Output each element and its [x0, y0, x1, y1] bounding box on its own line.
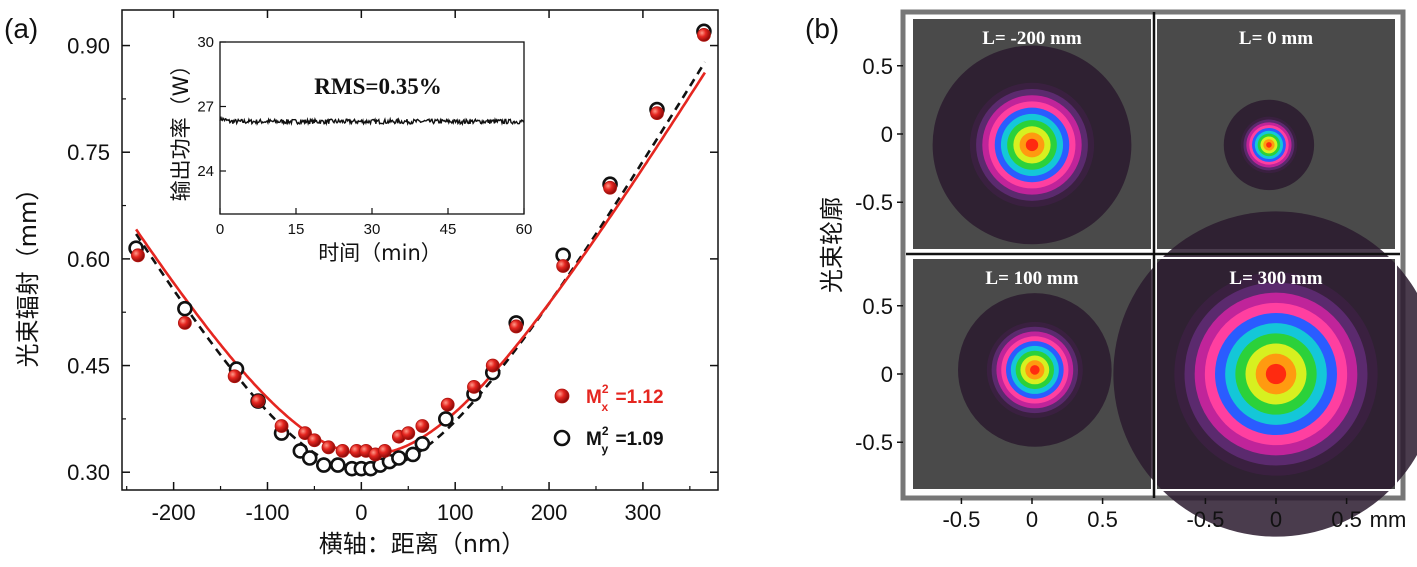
beam-x-unit: mm	[1370, 507, 1407, 532]
beam-profile-image: L= 300 mm	[1113, 211, 1417, 537]
y-tick-label: 0.30	[67, 460, 110, 485]
inset-power-trace	[219, 116, 525, 127]
inset-power-plot: 0 15 30 45 60 24 27 30 RMS=0.35% 时间（min） 输出功率（W）	[169, 34, 532, 265]
inset-border	[219, 41, 525, 215]
my-data-point	[391, 450, 407, 466]
beam-profile-label: L= -200 mm	[982, 28, 1082, 49]
mx-data-point	[440, 397, 455, 412]
beam-profile-image: L= 100 mm	[911, 257, 1153, 491]
mx-data-point	[377, 443, 392, 458]
beam-profile-image: L= -200 mm	[911, 17, 1153, 251]
main-plot-frame	[121, 9, 719, 491]
mx-data-point	[335, 443, 350, 458]
mx-data-point	[650, 106, 664, 121]
my-data-point	[330, 457, 346, 473]
mx-data-point	[509, 319, 524, 334]
beam-profile-images: L= -200 mm L= 0 mm L= 100 mm L= 300 mm	[900, 9, 1417, 537]
inset-y-label: 输出功率（W）	[169, 55, 193, 202]
y-tick-label: 0.90	[67, 34, 110, 59]
beam-y-tick-label: -0.5	[855, 190, 893, 215]
inset-x-tick-label: 60	[516, 221, 533, 238]
my-data-point	[438, 411, 454, 427]
mx-data-point	[227, 369, 242, 384]
inset-x-tick-label: 45	[440, 221, 457, 238]
beam-x-tick-label: -0.5	[942, 507, 980, 532]
my-data-point	[301, 450, 318, 466]
x-tick-label: 300	[625, 500, 662, 525]
beam-intensity-ring	[1025, 138, 1039, 152]
beam-profile-border	[1155, 257, 1397, 491]
panel-a-letter: (a)	[4, 13, 38, 44]
legend-label: M2 y =1.09	[586, 424, 664, 456]
beam-y-tick-label: 0	[881, 362, 893, 387]
beam-profile-label: L= 300 mm	[1229, 268, 1322, 289]
x-tick-label: -200	[152, 500, 196, 525]
beam-x-tick-label: 0.5	[1331, 507, 1362, 532]
beam-profile-label: L= 100 mm	[985, 268, 1078, 289]
mx-data-point	[556, 259, 571, 273]
mx-data-point	[467, 379, 481, 394]
panel-b: (b) L= -200 mm L= 0 mmL= 100 mm L= 300 mm …	[805, 9, 1417, 537]
beam-x-tick-label: 0	[1270, 507, 1282, 532]
beam-y-tick-label: -0.5	[855, 430, 893, 455]
mx-data-point	[401, 426, 416, 441]
beam-profile-ticks: 0.5 0 -0.5 0.5 0 -0.5 -0.5 0 0.5 -0.5 0 0.5 mm	[855, 54, 1406, 532]
inset-x-tick-label: 30	[364, 221, 381, 238]
y-tick-label: 0.45	[67, 354, 110, 379]
beam-y-tick-label: 0.5	[862, 294, 893, 319]
my-data-point	[414, 435, 431, 452]
inset-x-tick-label: 15	[288, 221, 305, 238]
x-tick-label: 0	[355, 500, 367, 525]
inset-x-label: 时间（min）	[318, 241, 442, 265]
mx-data-point	[298, 426, 312, 441]
main-plot-border	[121, 9, 719, 491]
legend: M2 x =1.12 M2 y =1.09	[553, 382, 664, 456]
y-tick-label: 0.60	[67, 247, 110, 272]
mx-data-point	[321, 440, 336, 455]
my-data-point	[405, 446, 421, 463]
x-tick-label: 200	[531, 500, 568, 525]
inset-x-tick-label: 0	[216, 221, 224, 238]
inset-y-tick-label: 30	[197, 34, 214, 51]
beam-y-tick-label: 0	[881, 122, 893, 147]
beam-profile-border	[911, 17, 1153, 251]
beam-y-tick-label: 0.5	[862, 54, 893, 79]
mx-data-point	[177, 315, 192, 330]
beam-profile-label: L= 0 mm	[1239, 28, 1313, 49]
mx-data-point	[415, 419, 430, 433]
x-tick-label: 100	[437, 500, 474, 525]
y-tick-label: 0.75	[67, 140, 110, 165]
beam-x-tick-label: 0	[1026, 507, 1038, 532]
mx-data-point	[131, 248, 145, 263]
my-data-point	[177, 300, 193, 317]
inset-y-tick-label: 24	[197, 163, 214, 180]
mx-data-point	[697, 27, 711, 42]
mx-data-point	[485, 358, 500, 373]
legend-marker-my	[553, 429, 571, 447]
inset-y-tick-label: 27	[197, 99, 214, 116]
mx-data-point	[274, 419, 289, 433]
beam-profile-image: L= 0 mm	[1155, 17, 1397, 251]
main-plot-series	[128, 23, 712, 477]
x-axis-label: 横轴：距离（nm）	[319, 530, 526, 558]
inset-annotation: RMS=0.35%	[314, 74, 441, 99]
my-data-point	[315, 457, 332, 473]
beam-intensity-ring	[1030, 365, 1040, 375]
panel-a: (a) -200 -100 0 100 200 3000.300.450.600.750.…	[4, 9, 719, 558]
beam-intensity-ring	[1266, 142, 1272, 148]
mx-data-point	[307, 433, 322, 448]
y-axis-label: 光束辐射（mm）	[14, 177, 42, 368]
beam-x-tick-label: 0.5	[1087, 507, 1118, 532]
beam-x-tick-label: -0.5	[1186, 507, 1224, 532]
legend-label: M2 x =1.12	[586, 382, 664, 414]
mx-data-point	[603, 180, 617, 195]
panel-b-letter: (b)	[805, 13, 839, 44]
beam-intensity-ring	[1265, 363, 1287, 385]
x-tick-label: -100	[245, 500, 289, 525]
beam-profile-y-label: 光束轮廓	[818, 197, 846, 293]
mx-data-point	[251, 394, 265, 409]
legend-marker-mx	[554, 388, 570, 404]
